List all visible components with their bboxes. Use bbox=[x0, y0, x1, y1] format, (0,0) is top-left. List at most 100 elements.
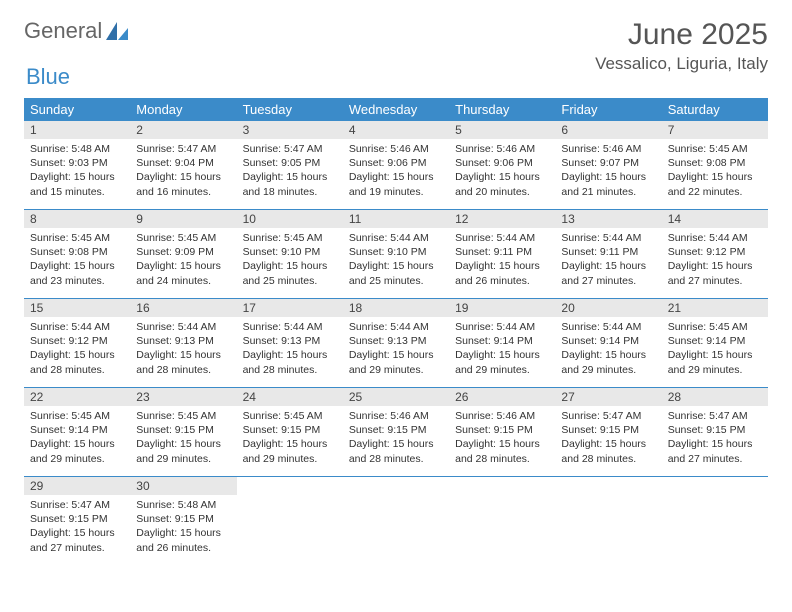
day-data: Sunrise: 5:45 AMSunset: 9:15 PMDaylight:… bbox=[237, 406, 343, 472]
month-title: June 2025 bbox=[595, 18, 768, 52]
day-number: 4 bbox=[343, 121, 449, 139]
day-data: Sunrise: 5:48 AMSunset: 9:15 PMDaylight:… bbox=[130, 495, 236, 561]
weekday-saturday: Saturday bbox=[662, 98, 768, 121]
day-number: 10 bbox=[237, 210, 343, 228]
calendar-row: 1Sunrise: 5:48 AMSunset: 9:03 PMDaylight… bbox=[24, 121, 768, 210]
weekday-row: SundayMondayTuesdayWednesdayThursdayFrid… bbox=[24, 98, 768, 121]
day-number: 23 bbox=[130, 388, 236, 406]
day-number: 2 bbox=[130, 121, 236, 139]
calendar-cell-19: 19Sunrise: 5:44 AMSunset: 9:14 PMDayligh… bbox=[449, 299, 555, 388]
day-data: Sunrise: 5:47 AMSunset: 9:15 PMDaylight:… bbox=[24, 495, 130, 561]
day-number: 11 bbox=[343, 210, 449, 228]
weekday-monday: Monday bbox=[130, 98, 236, 121]
calendar-body: 1Sunrise: 5:48 AMSunset: 9:03 PMDaylight… bbox=[24, 121, 768, 565]
calendar-cell-12: 12Sunrise: 5:44 AMSunset: 9:11 PMDayligh… bbox=[449, 210, 555, 299]
day-number: 21 bbox=[662, 299, 768, 317]
calendar-cell-13: 13Sunrise: 5:44 AMSunset: 9:11 PMDayligh… bbox=[555, 210, 661, 299]
calendar-cell-1: 1Sunrise: 5:48 AMSunset: 9:03 PMDaylight… bbox=[24, 121, 130, 210]
calendar-cell-empty bbox=[449, 477, 555, 566]
calendar-cell-2: 2Sunrise: 5:47 AMSunset: 9:04 PMDaylight… bbox=[130, 121, 236, 210]
day-number: 24 bbox=[237, 388, 343, 406]
calendar-cell-16: 16Sunrise: 5:44 AMSunset: 9:13 PMDayligh… bbox=[130, 299, 236, 388]
weekday-sunday: Sunday bbox=[24, 98, 130, 121]
calendar-cell-14: 14Sunrise: 5:44 AMSunset: 9:12 PMDayligh… bbox=[662, 210, 768, 299]
calendar-row: 29Sunrise: 5:47 AMSunset: 9:15 PMDayligh… bbox=[24, 477, 768, 566]
day-data: Sunrise: 5:48 AMSunset: 9:03 PMDaylight:… bbox=[24, 139, 130, 205]
weekday-tuesday: Tuesday bbox=[237, 98, 343, 121]
day-data: Sunrise: 5:44 AMSunset: 9:14 PMDaylight:… bbox=[449, 317, 555, 383]
day-number: 22 bbox=[24, 388, 130, 406]
calendar-cell-empty bbox=[662, 477, 768, 566]
calendar-row: 22Sunrise: 5:45 AMSunset: 9:14 PMDayligh… bbox=[24, 388, 768, 477]
calendar-cell-30: 30Sunrise: 5:48 AMSunset: 9:15 PMDayligh… bbox=[130, 477, 236, 566]
calendar-cell-4: 4Sunrise: 5:46 AMSunset: 9:06 PMDaylight… bbox=[343, 121, 449, 210]
day-number: 14 bbox=[662, 210, 768, 228]
calendar-head: SundayMondayTuesdayWednesdayThursdayFrid… bbox=[24, 98, 768, 121]
day-number: 29 bbox=[24, 477, 130, 495]
calendar-cell-11: 11Sunrise: 5:44 AMSunset: 9:10 PMDayligh… bbox=[343, 210, 449, 299]
calendar-table: SundayMondayTuesdayWednesdayThursdayFrid… bbox=[24, 98, 768, 565]
day-data: Sunrise: 5:47 AMSunset: 9:05 PMDaylight:… bbox=[237, 139, 343, 205]
day-number: 16 bbox=[130, 299, 236, 317]
calendar-cell-9: 9Sunrise: 5:45 AMSunset: 9:09 PMDaylight… bbox=[130, 210, 236, 299]
day-number: 12 bbox=[449, 210, 555, 228]
day-number: 18 bbox=[343, 299, 449, 317]
calendar-cell-28: 28Sunrise: 5:47 AMSunset: 9:15 PMDayligh… bbox=[662, 388, 768, 477]
day-data: Sunrise: 5:46 AMSunset: 9:06 PMDaylight:… bbox=[343, 139, 449, 205]
calendar-page: General June 2025 Vessalico, Liguria, It… bbox=[0, 0, 792, 583]
logo-sail-icon bbox=[104, 20, 130, 42]
day-data: Sunrise: 5:45 AMSunset: 9:08 PMDaylight:… bbox=[662, 139, 768, 205]
calendar-cell-29: 29Sunrise: 5:47 AMSunset: 9:15 PMDayligh… bbox=[24, 477, 130, 566]
logo-text-2: Blue bbox=[26, 64, 70, 89]
day-number: 7 bbox=[662, 121, 768, 139]
day-number: 9 bbox=[130, 210, 236, 228]
calendar-cell-23: 23Sunrise: 5:45 AMSunset: 9:15 PMDayligh… bbox=[130, 388, 236, 477]
calendar-cell-empty bbox=[343, 477, 449, 566]
calendar-cell-6: 6Sunrise: 5:46 AMSunset: 9:07 PMDaylight… bbox=[555, 121, 661, 210]
calendar-cell-3: 3Sunrise: 5:47 AMSunset: 9:05 PMDaylight… bbox=[237, 121, 343, 210]
calendar-cell-22: 22Sunrise: 5:45 AMSunset: 9:14 PMDayligh… bbox=[24, 388, 130, 477]
calendar-cell-20: 20Sunrise: 5:44 AMSunset: 9:14 PMDayligh… bbox=[555, 299, 661, 388]
day-number: 5 bbox=[449, 121, 555, 139]
calendar-cell-26: 26Sunrise: 5:46 AMSunset: 9:15 PMDayligh… bbox=[449, 388, 555, 477]
day-data: Sunrise: 5:46 AMSunset: 9:15 PMDaylight:… bbox=[449, 406, 555, 472]
day-number: 13 bbox=[555, 210, 661, 228]
calendar-cell-15: 15Sunrise: 5:44 AMSunset: 9:12 PMDayligh… bbox=[24, 299, 130, 388]
calendar-cell-21: 21Sunrise: 5:45 AMSunset: 9:14 PMDayligh… bbox=[662, 299, 768, 388]
day-data: Sunrise: 5:46 AMSunset: 9:06 PMDaylight:… bbox=[449, 139, 555, 205]
day-data: Sunrise: 5:44 AMSunset: 9:11 PMDaylight:… bbox=[555, 228, 661, 294]
day-number: 8 bbox=[24, 210, 130, 228]
weekday-wednesday: Wednesday bbox=[343, 98, 449, 121]
day-number: 1 bbox=[24, 121, 130, 139]
day-data: Sunrise: 5:45 AMSunset: 9:15 PMDaylight:… bbox=[130, 406, 236, 472]
calendar-cell-empty bbox=[237, 477, 343, 566]
day-number: 25 bbox=[343, 388, 449, 406]
day-data: Sunrise: 5:44 AMSunset: 9:13 PMDaylight:… bbox=[343, 317, 449, 383]
day-data: Sunrise: 5:44 AMSunset: 9:14 PMDaylight:… bbox=[555, 317, 661, 383]
calendar-cell-8: 8Sunrise: 5:45 AMSunset: 9:08 PMDaylight… bbox=[24, 210, 130, 299]
calendar-cell-27: 27Sunrise: 5:47 AMSunset: 9:15 PMDayligh… bbox=[555, 388, 661, 477]
day-data: Sunrise: 5:44 AMSunset: 9:11 PMDaylight:… bbox=[449, 228, 555, 294]
calendar-cell-7: 7Sunrise: 5:45 AMSunset: 9:08 PMDaylight… bbox=[662, 121, 768, 210]
logo: General bbox=[24, 18, 130, 44]
day-number: 30 bbox=[130, 477, 236, 495]
day-data: Sunrise: 5:44 AMSunset: 9:13 PMDaylight:… bbox=[130, 317, 236, 383]
day-data: Sunrise: 5:46 AMSunset: 9:15 PMDaylight:… bbox=[343, 406, 449, 472]
day-number: 28 bbox=[662, 388, 768, 406]
weekday-friday: Friday bbox=[555, 98, 661, 121]
day-number: 6 bbox=[555, 121, 661, 139]
day-number: 20 bbox=[555, 299, 661, 317]
day-data: Sunrise: 5:47 AMSunset: 9:15 PMDaylight:… bbox=[662, 406, 768, 472]
day-number: 26 bbox=[449, 388, 555, 406]
day-number: 3 bbox=[237, 121, 343, 139]
day-data: Sunrise: 5:45 AMSunset: 9:14 PMDaylight:… bbox=[24, 406, 130, 472]
day-data: Sunrise: 5:45 AMSunset: 9:14 PMDaylight:… bbox=[662, 317, 768, 383]
calendar-cell-17: 17Sunrise: 5:44 AMSunset: 9:13 PMDayligh… bbox=[237, 299, 343, 388]
day-data: Sunrise: 5:45 AMSunset: 9:09 PMDaylight:… bbox=[130, 228, 236, 294]
calendar-cell-empty bbox=[555, 477, 661, 566]
calendar-row: 15Sunrise: 5:44 AMSunset: 9:12 PMDayligh… bbox=[24, 299, 768, 388]
calendar-cell-24: 24Sunrise: 5:45 AMSunset: 9:15 PMDayligh… bbox=[237, 388, 343, 477]
calendar-row: 8Sunrise: 5:45 AMSunset: 9:08 PMDaylight… bbox=[24, 210, 768, 299]
day-data: Sunrise: 5:47 AMSunset: 9:04 PMDaylight:… bbox=[130, 139, 236, 205]
day-data: Sunrise: 5:44 AMSunset: 9:12 PMDaylight:… bbox=[24, 317, 130, 383]
